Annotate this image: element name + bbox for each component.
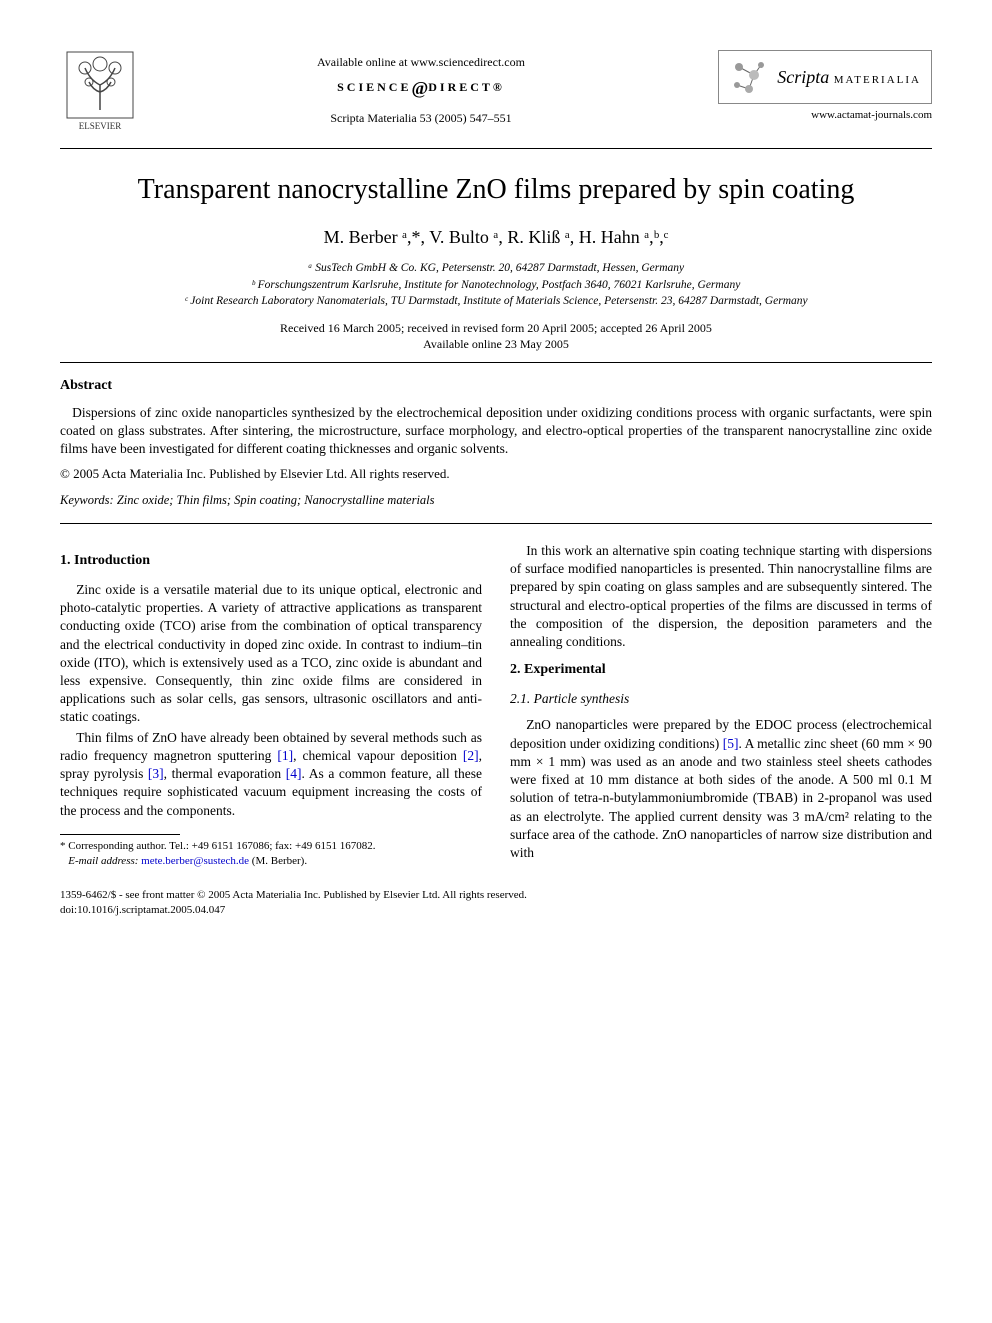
article-dates: Received 16 March 2005; received in revi… <box>60 320 932 352</box>
exp-paragraph-1: ZnO nanoparticles were prepared by the E… <box>510 716 932 862</box>
journal-name: Scripta MATERIALIA <box>777 65 921 89</box>
rule-before-abstract <box>60 362 932 363</box>
header-center: Available online at www.sciencedirect.co… <box>150 50 692 127</box>
footer-copyright: 1359-6462/$ - see front matter © 2005 Ac… <box>60 888 932 903</box>
authors-line: M. Berber ᵃ,*, V. Bulto ᵃ, R. Kliß ᵃ, H.… <box>60 225 932 249</box>
footer-doi: doi:10.1016/j.scriptamat.2005.04.047 <box>60 903 932 918</box>
intro-p2-d: , thermal evaporation <box>164 766 286 781</box>
journal-logo-box: Scripta MATERIALIA <box>718 50 932 104</box>
available-online-text: Available online at www.sciencedirect.co… <box>150 54 692 70</box>
intro-paragraph-2: Thin films of ZnO have already been obta… <box>60 729 482 820</box>
abstract-heading: Abstract <box>60 377 932 396</box>
section-intro-heading: 1. Introduction <box>60 552 482 571</box>
section-exp-heading: 2. Experimental <box>510 661 932 680</box>
molecule-icon <box>729 57 769 97</box>
email-line: E-mail address: mete.berber@sustech.de (… <box>60 854 482 869</box>
journal-name-sub: MATERIALIA <box>834 74 921 86</box>
affiliation-c: ᶜ Joint Research Laboratory Nanomaterial… <box>60 294 932 310</box>
keywords-line: Keywords: Zinc oxide; Thin films; Spin c… <box>60 492 932 509</box>
intro-paragraph-1: Zinc oxide is a versatile material due t… <box>60 581 482 727</box>
elsevier-logo: ELSEVIER <box>60 50 140 140</box>
footnote-block: * Corresponding author. Tel.: +49 6151 1… <box>60 834 482 869</box>
intro-paragraph-3: In this work an alternative spin coating… <box>510 542 932 651</box>
keywords-label: Keywords: <box>60 493 114 507</box>
email-label: E-mail address: <box>68 855 138 867</box>
subsection-synthesis-heading: 2.1. Particle synthesis <box>510 690 932 708</box>
citation-line: Scripta Materialia 53 (2005) 547–551 <box>150 110 692 126</box>
rule-after-keywords <box>60 523 932 524</box>
corresponding-author: * Corresponding author. Tel.: +49 6151 1… <box>60 839 482 854</box>
keywords-text: Zinc oxide; Thin films; Spin coating; Na… <box>114 493 435 507</box>
journal-block: Scripta MATERIALIA www.actamat-journals.… <box>692 50 932 123</box>
abstract-text: Dispersions of zinc oxide nanoparticles … <box>60 404 932 459</box>
ref-link-5[interactable]: [5] <box>723 736 739 751</box>
affiliations: ᵃ SusTech GmbH & Co. KG, Petersenstr. 20… <box>60 261 932 310</box>
header-rule <box>60 148 932 149</box>
ref-link-2[interactable]: [2] <box>463 748 479 763</box>
journal-url: www.actamat-journals.com <box>692 108 932 123</box>
ref-link-3[interactable]: [3] <box>148 766 164 781</box>
footnotes: * Corresponding author. Tel.: +49 6151 1… <box>60 839 482 869</box>
email-link[interactable]: mete.berber@sustech.de <box>141 855 249 867</box>
sciencedirect-logo: SCIENCE@DIRECT® <box>150 76 692 100</box>
publisher-block: ELSEVIER <box>60 50 150 140</box>
tree-icon <box>65 50 135 120</box>
at-icon: @ <box>411 78 428 98</box>
ref-link-4[interactable]: [4] <box>286 766 302 781</box>
intro-p2-b: , chemical vapour deposition <box>293 748 463 763</box>
page-footer: 1359-6462/$ - see front matter © 2005 Ac… <box>60 888 932 918</box>
dates-received: Received 16 March 2005; received in revi… <box>60 320 932 336</box>
dates-online: Available online 23 May 2005 <box>60 336 932 352</box>
abstract-copyright: © 2005 Acta Materialia Inc. Published by… <box>60 465 932 483</box>
sd-prefix: SCIENCE <box>337 80 411 94</box>
publisher-name: ELSEVIER <box>79 120 122 132</box>
affiliation-a: ᵃ SusTech GmbH & Co. KG, Petersenstr. 20… <box>60 261 932 277</box>
article-body: 1. Introduction Zinc oxide is a versatil… <box>60 542 932 868</box>
email-suffix: (M. Berber). <box>249 855 307 867</box>
journal-name-main: Scripta <box>777 67 829 87</box>
abstract-body: Dispersions of zinc oxide nanoparticles … <box>60 405 932 456</box>
sd-suffix: DIRECT® <box>428 80 505 94</box>
footnote-separator <box>60 834 180 835</box>
exp-p1-b: . A metallic zinc sheet (60 mm × 90 mm ×… <box>510 736 932 860</box>
page-header: ELSEVIER Available online at www.science… <box>60 50 932 140</box>
article-title: Transparent nanocrystalline ZnO films pr… <box>60 171 932 209</box>
ref-link-1[interactable]: [1] <box>277 748 293 763</box>
affiliation-b: ᵇ Forschungszentrum Karlsruhe, Institute… <box>60 278 932 294</box>
